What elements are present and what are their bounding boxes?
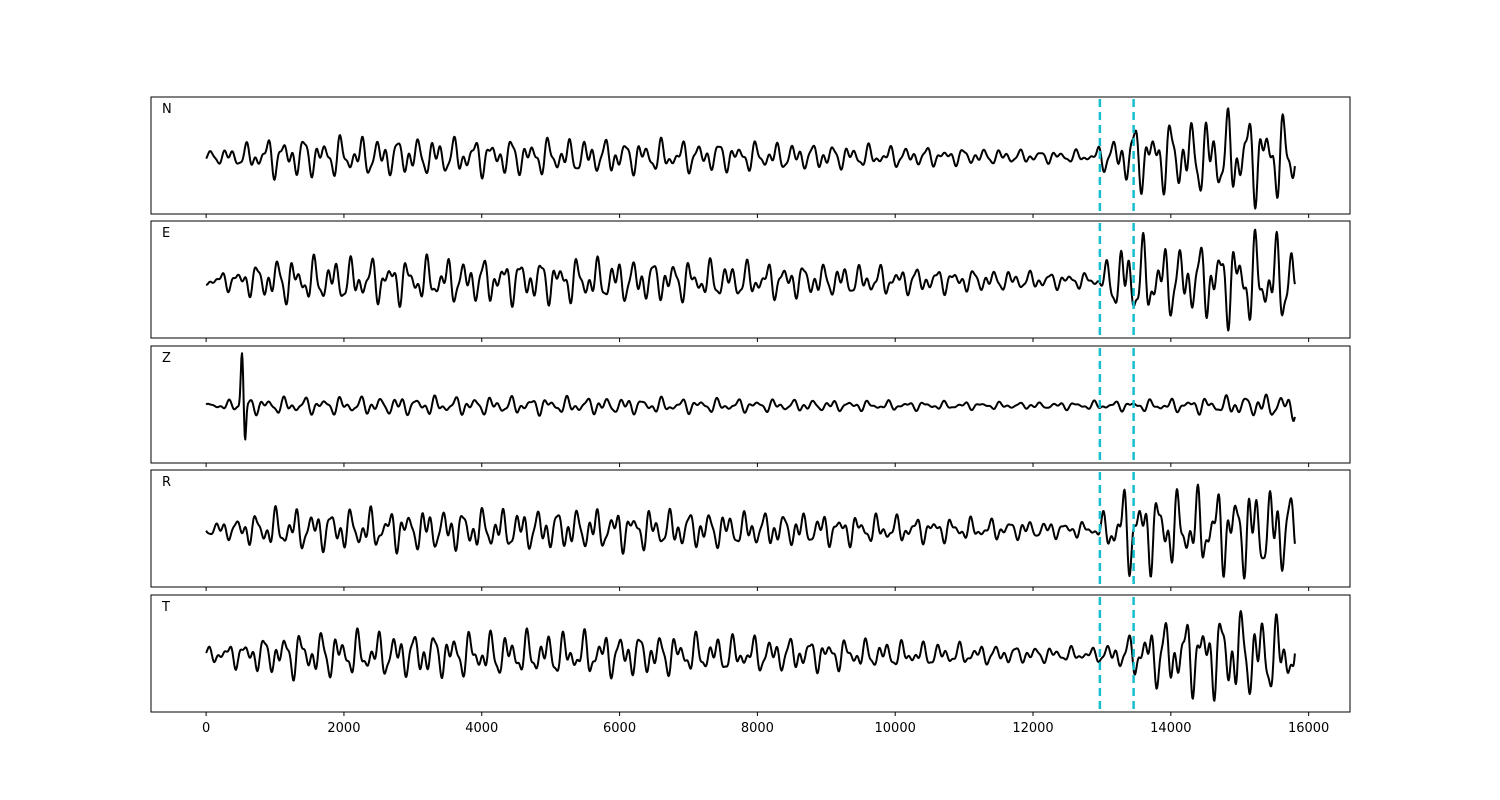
panel-frame xyxy=(150,345,1351,464)
x-tick-label: 6000 xyxy=(603,721,636,736)
panel-label: R xyxy=(162,475,171,490)
seismic-trace-z xyxy=(205,352,1296,441)
panel-frame xyxy=(150,220,1351,339)
seismic-trace-e xyxy=(205,228,1296,332)
panel-frame xyxy=(150,96,1351,215)
seismic-trace-r xyxy=(205,483,1296,580)
x-tick-label: 4000 xyxy=(465,721,498,736)
x-tick-label: 12000 xyxy=(1012,721,1053,736)
trace-panel-r: R xyxy=(150,469,1351,591)
trace-panel-n: N xyxy=(150,96,1351,218)
x-tick-label: 2000 xyxy=(327,721,360,736)
x-tick-label: 14000 xyxy=(1150,721,1191,736)
x-tick-label: 10000 xyxy=(875,721,916,736)
panel-label: N xyxy=(162,102,172,117)
panel-label: T xyxy=(161,600,170,615)
x-tick-label: 8000 xyxy=(741,721,774,736)
trace-panel-e: E xyxy=(150,220,1351,342)
panel-frame xyxy=(150,594,1351,713)
trace-panel-t: T xyxy=(150,594,1351,716)
trace-panel-z: Z xyxy=(150,345,1351,467)
panel-label: E xyxy=(162,226,170,241)
panel-label: Z xyxy=(162,351,171,366)
seismic-trace-t xyxy=(205,610,1296,702)
panel-frame xyxy=(150,469,1351,588)
seismic-trace-n xyxy=(205,107,1296,210)
x-tick-label: 0 xyxy=(202,721,210,736)
x-tick-label: 16000 xyxy=(1288,721,1329,736)
